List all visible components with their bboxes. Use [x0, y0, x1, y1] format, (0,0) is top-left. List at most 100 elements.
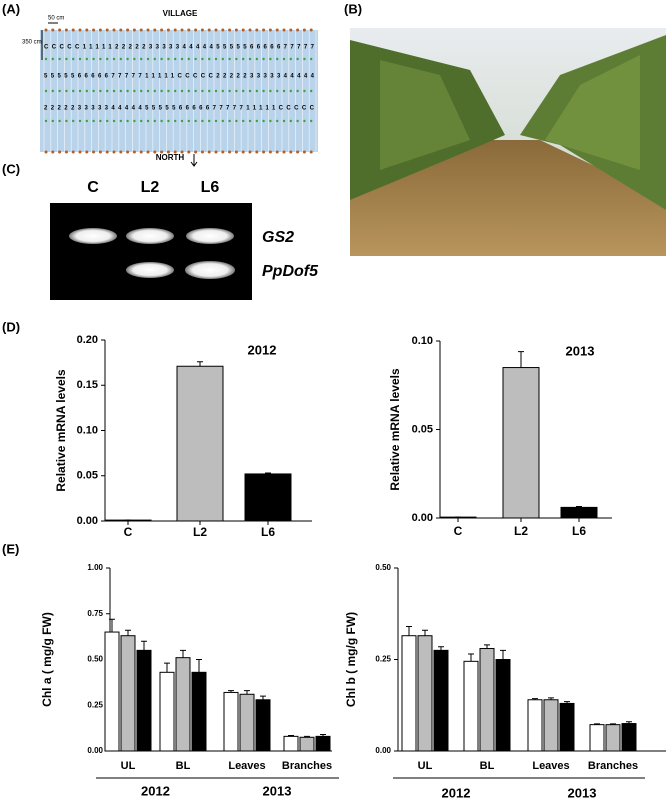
bar — [136, 649, 152, 752]
error-bar — [164, 662, 170, 673]
y-tick-label: 0.05 — [77, 470, 98, 482]
tree — [133, 119, 136, 123]
error-bar — [576, 505, 582, 508]
x-tick-label: Branches — [588, 760, 638, 772]
north-arrow — [190, 154, 198, 167]
plot-row: 22222333334444455555666667777711111CCCCC — [44, 106, 315, 112]
tree — [174, 57, 177, 61]
error-bar — [125, 629, 131, 636]
border-tree — [153, 150, 157, 154]
tree — [303, 89, 306, 93]
tree — [160, 57, 163, 61]
border-tree — [296, 150, 300, 154]
gel: C L2 L6 GS2 PpDof5 — [50, 179, 319, 300]
error-bar — [422, 629, 428, 636]
north-label: NORTH — [156, 153, 185, 162]
tree — [242, 57, 245, 61]
border-tree — [92, 150, 96, 154]
tree — [106, 89, 109, 93]
tree — [85, 89, 89, 93]
x-tick-label: BL — [480, 760, 495, 772]
tree — [180, 119, 184, 123]
tree — [289, 57, 292, 61]
group-label: 2013 — [568, 785, 597, 800]
bar — [560, 506, 598, 519]
tree — [153, 119, 156, 123]
tree — [235, 57, 238, 61]
border-tree — [160, 28, 164, 32]
border-tree — [119, 28, 123, 32]
tree — [242, 119, 245, 123]
tree — [126, 119, 129, 123]
tree — [119, 119, 123, 123]
tree — [201, 89, 204, 93]
border-tree — [241, 28, 245, 32]
tree — [174, 119, 177, 123]
tree — [174, 89, 177, 93]
border-tree — [221, 28, 225, 32]
y-tick-label: 0.50 — [87, 655, 103, 664]
y-tick-label: 0.05 — [412, 423, 433, 435]
error-bar — [594, 723, 600, 725]
tree — [51, 57, 54, 61]
border-tree — [262, 28, 266, 32]
tree — [242, 89, 245, 93]
tree — [276, 119, 279, 123]
lane-label: L6 — [201, 179, 220, 196]
error-bar — [180, 649, 186, 658]
tree — [221, 57, 224, 61]
tree — [133, 57, 136, 61]
border-tree — [78, 150, 82, 154]
border-tree — [44, 28, 48, 32]
tree — [201, 119, 204, 123]
tree — [180, 57, 184, 61]
tree — [65, 57, 68, 61]
tree — [167, 89, 170, 93]
gel-background — [50, 203, 252, 300]
plot-row: 55555666667777711111CCCCC222223333344444 — [44, 74, 315, 80]
bar — [417, 635, 433, 752]
border-tree — [214, 150, 218, 154]
border-tree — [187, 150, 191, 154]
tree — [65, 89, 68, 93]
error-bar — [304, 735, 310, 738]
panel-label: (D) — [2, 319, 20, 334]
village-label: VILLAGE — [163, 9, 198, 18]
tree — [221, 119, 224, 123]
tree — [228, 89, 231, 93]
border-tree — [194, 150, 198, 154]
bar — [433, 649, 449, 752]
error-bar — [265, 472, 271, 474]
tree — [106, 57, 109, 61]
tree — [303, 57, 306, 61]
tree — [214, 89, 218, 93]
tree — [310, 89, 313, 93]
border-tree — [207, 28, 211, 32]
bar — [120, 635, 136, 752]
error-bar — [196, 659, 202, 673]
bar — [495, 659, 511, 752]
bar — [401, 635, 417, 752]
x-tick-label: C — [124, 525, 133, 539]
gel-band — [69, 228, 117, 244]
border-tree — [200, 28, 204, 32]
tree — [85, 57, 89, 61]
border-tree — [132, 150, 136, 154]
error-bar — [564, 701, 570, 704]
x-tick-label: UL — [121, 760, 136, 772]
bar — [299, 736, 315, 752]
error-bar — [406, 626, 412, 636]
border-tree — [51, 28, 55, 32]
tree — [140, 119, 143, 123]
border-tree — [153, 28, 157, 32]
tree — [208, 119, 211, 123]
border-tree — [221, 150, 225, 154]
y-tick-label: 0.10 — [412, 335, 433, 347]
border-tree — [234, 150, 238, 154]
x-tick-label: BL — [176, 760, 191, 772]
border-tree — [180, 150, 184, 154]
error-bar — [197, 361, 203, 367]
tree — [248, 89, 252, 93]
error-bar — [320, 734, 326, 737]
